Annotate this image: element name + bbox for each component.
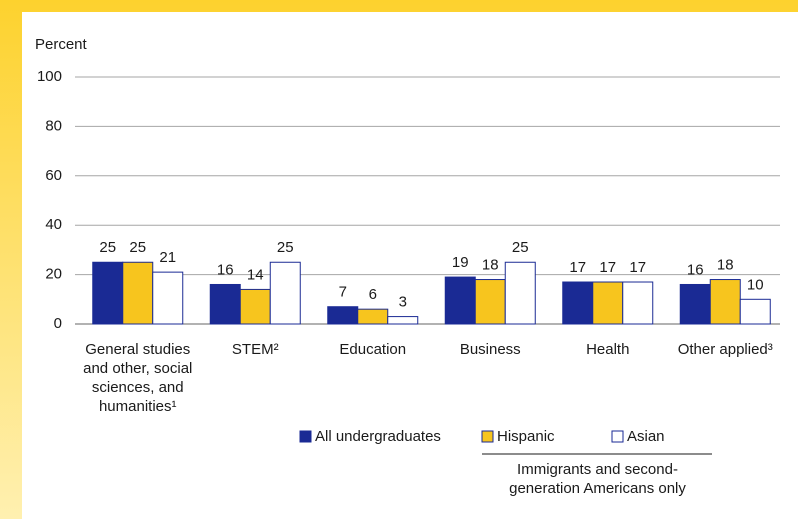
value-label: 25	[277, 239, 294, 256]
y-tick-label: 100	[37, 68, 62, 85]
legend-label: Hispanic	[497, 428, 555, 445]
value-label: 19	[452, 254, 469, 271]
value-label: 16	[687, 261, 704, 278]
bar	[92, 261, 124, 325]
legend-swatch	[481, 430, 494, 443]
bar	[504, 261, 536, 325]
y-tick-label: 60	[45, 167, 62, 184]
x-tick-label: General studies and other, social scienc…	[83, 341, 193, 415]
bar	[709, 279, 741, 325]
bar	[357, 308, 389, 325]
bar	[679, 283, 711, 325]
value-label: 25	[512, 239, 529, 256]
y-tick-label: 0	[54, 315, 62, 332]
x-tick-label: Business	[459, 341, 521, 358]
bar	[444, 276, 476, 325]
bar	[269, 261, 301, 325]
value-label: 6	[369, 286, 377, 303]
value-label: 16	[217, 261, 234, 278]
bar	[739, 298, 771, 325]
bar	[239, 288, 271, 325]
value-label: 25	[99, 239, 116, 256]
legend-swatch	[299, 430, 312, 443]
legend-swatch	[611, 430, 624, 443]
value-label: 10	[747, 276, 764, 293]
x-tick-label: Health	[586, 341, 630, 358]
value-label: 14	[247, 266, 264, 283]
bar	[387, 316, 419, 325]
x-tick-label: STEM²	[231, 341, 279, 358]
bar	[592, 281, 624, 325]
value-label: 25	[129, 239, 146, 256]
legend-label: All undergraduates	[315, 428, 441, 445]
legend-label: Asian	[627, 428, 665, 445]
value-label: 7	[339, 284, 347, 301]
y-tick-label: 80	[45, 117, 62, 134]
bar	[152, 271, 184, 325]
bar	[209, 283, 241, 325]
value-label: 18	[717, 257, 734, 274]
legend-note: Immigrants and second-generation America…	[509, 461, 686, 497]
value-label: 21	[159, 249, 176, 266]
value-label: 17	[629, 259, 646, 276]
y-axis-label: Percent	[35, 36, 88, 53]
x-tick-label: Education	[339, 341, 407, 358]
x-tick-label: Other applied³	[677, 341, 773, 358]
y-tick-label: 20	[45, 266, 62, 283]
y-tick-label: 40	[45, 216, 62, 233]
bar	[122, 261, 154, 325]
value-label: 18	[482, 257, 499, 274]
bar	[562, 281, 594, 325]
value-label: 17	[599, 259, 616, 276]
bar	[622, 281, 654, 325]
bar	[327, 306, 359, 325]
bar	[474, 279, 506, 325]
value-label: 17	[569, 259, 586, 276]
value-label: 3	[399, 294, 407, 311]
